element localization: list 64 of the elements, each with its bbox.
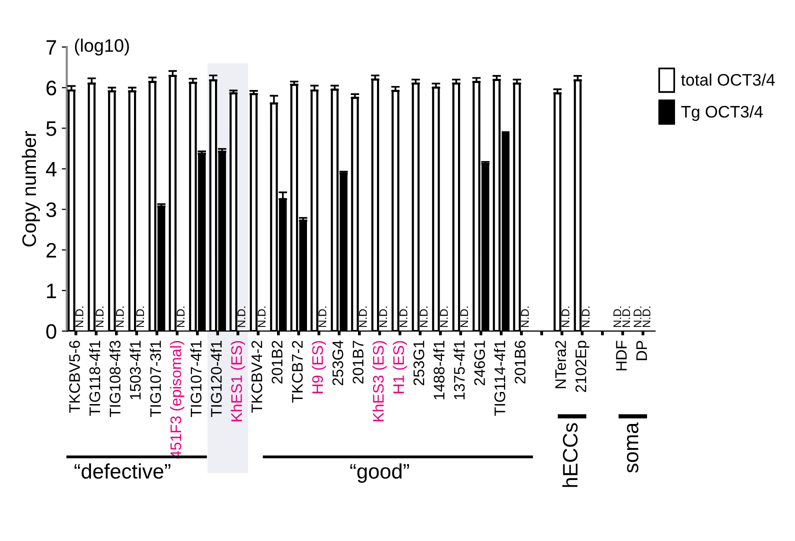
text: N.D. xyxy=(76,306,84,327)
x-tick-label: TIG120-4f1 xyxy=(210,340,222,418)
x-tick-label: HDF xyxy=(616,340,627,370)
text: N.D. xyxy=(634,306,642,327)
text: N.D. xyxy=(420,306,428,327)
x-tick-label: TIG108-4f3 xyxy=(109,340,120,418)
text: N.D. xyxy=(613,306,622,327)
text: N.D. xyxy=(562,306,570,327)
x-tick-label: H1 (ES) xyxy=(392,341,408,394)
x-tick-label: TIG114-4f1 xyxy=(494,340,506,416)
annotation: (log10) xyxy=(74,38,129,56)
y-axis-title: Copy number xyxy=(22,131,40,246)
text: N.D. xyxy=(176,306,184,327)
x-tick-label: NTera2 xyxy=(555,340,566,388)
text: N.D. xyxy=(400,306,408,327)
text: soma xyxy=(626,422,638,473)
x-tick-label: 201B2 xyxy=(272,340,283,384)
x-tick-label: DP xyxy=(636,340,647,360)
y-tick-label: 2 xyxy=(46,242,56,258)
text: N.D. xyxy=(136,306,144,327)
x-tick-label: TKCB7-2 xyxy=(292,340,303,403)
text: N.D. xyxy=(258,306,266,327)
text: N.D. xyxy=(642,306,650,327)
x-tick-label: 253G1 xyxy=(413,340,424,386)
x-tick-label: TIG107-4f1 xyxy=(190,340,202,418)
text: N.D. xyxy=(622,306,630,327)
x-tick-label: 1375-4f1 xyxy=(454,340,465,400)
y-tick-label: 3 xyxy=(46,202,56,218)
x-tick-label: 253G4 xyxy=(332,340,344,386)
y-tick-label: 4 xyxy=(46,162,56,176)
text: N.D. xyxy=(96,306,104,327)
text: “good” xyxy=(350,463,410,483)
text: N.D. xyxy=(460,306,468,327)
text: N.D. xyxy=(521,306,529,327)
y-tick-label: 0 xyxy=(46,324,56,339)
y-tick-label: 7 xyxy=(46,40,56,55)
x-tick-label: 1503-4f1 xyxy=(130,340,141,400)
text: N.D. xyxy=(379,306,387,327)
x-tick-label: 246G1 xyxy=(474,340,486,386)
text: N.D. xyxy=(582,306,590,327)
legend-label: Tg OCT3/4 xyxy=(681,105,763,121)
text: N.D. xyxy=(238,306,246,327)
x-tick-label: TIG118-4f1 xyxy=(89,340,100,416)
legend-label: total OCT3/4 xyxy=(681,74,775,86)
text: N.D. xyxy=(440,306,448,327)
x-tick-label: 201B7 xyxy=(352,340,364,384)
y-tick-label: 6 xyxy=(46,80,56,96)
x-tick-label: TKCBV4-2 xyxy=(251,340,262,413)
text: N.D. xyxy=(359,306,367,327)
x-tick-label: H9 (ES) xyxy=(312,341,326,394)
x-tick-label: 451F3 (episomal) xyxy=(170,341,184,459)
text: N.D. xyxy=(318,306,326,327)
text: N.D. xyxy=(116,306,124,327)
x-tick-label: 201B6 xyxy=(514,340,526,384)
x-tick-label: TIG107-3f1 xyxy=(150,340,161,418)
x-tick-label: KhES1 (ES) xyxy=(230,341,246,422)
x-tick-label: 1488-4f1 xyxy=(433,340,445,400)
text: hECCs xyxy=(562,423,578,487)
x-tick-label: TKCBV5-6 xyxy=(69,340,80,413)
y-tick-label: 1 xyxy=(47,284,56,298)
text: “defective” xyxy=(74,463,170,479)
x-tick-label: 2102Ep xyxy=(575,340,590,392)
y-tick-label: 5 xyxy=(46,121,56,136)
x-tick-label: KhES3 (ES) xyxy=(372,341,387,422)
